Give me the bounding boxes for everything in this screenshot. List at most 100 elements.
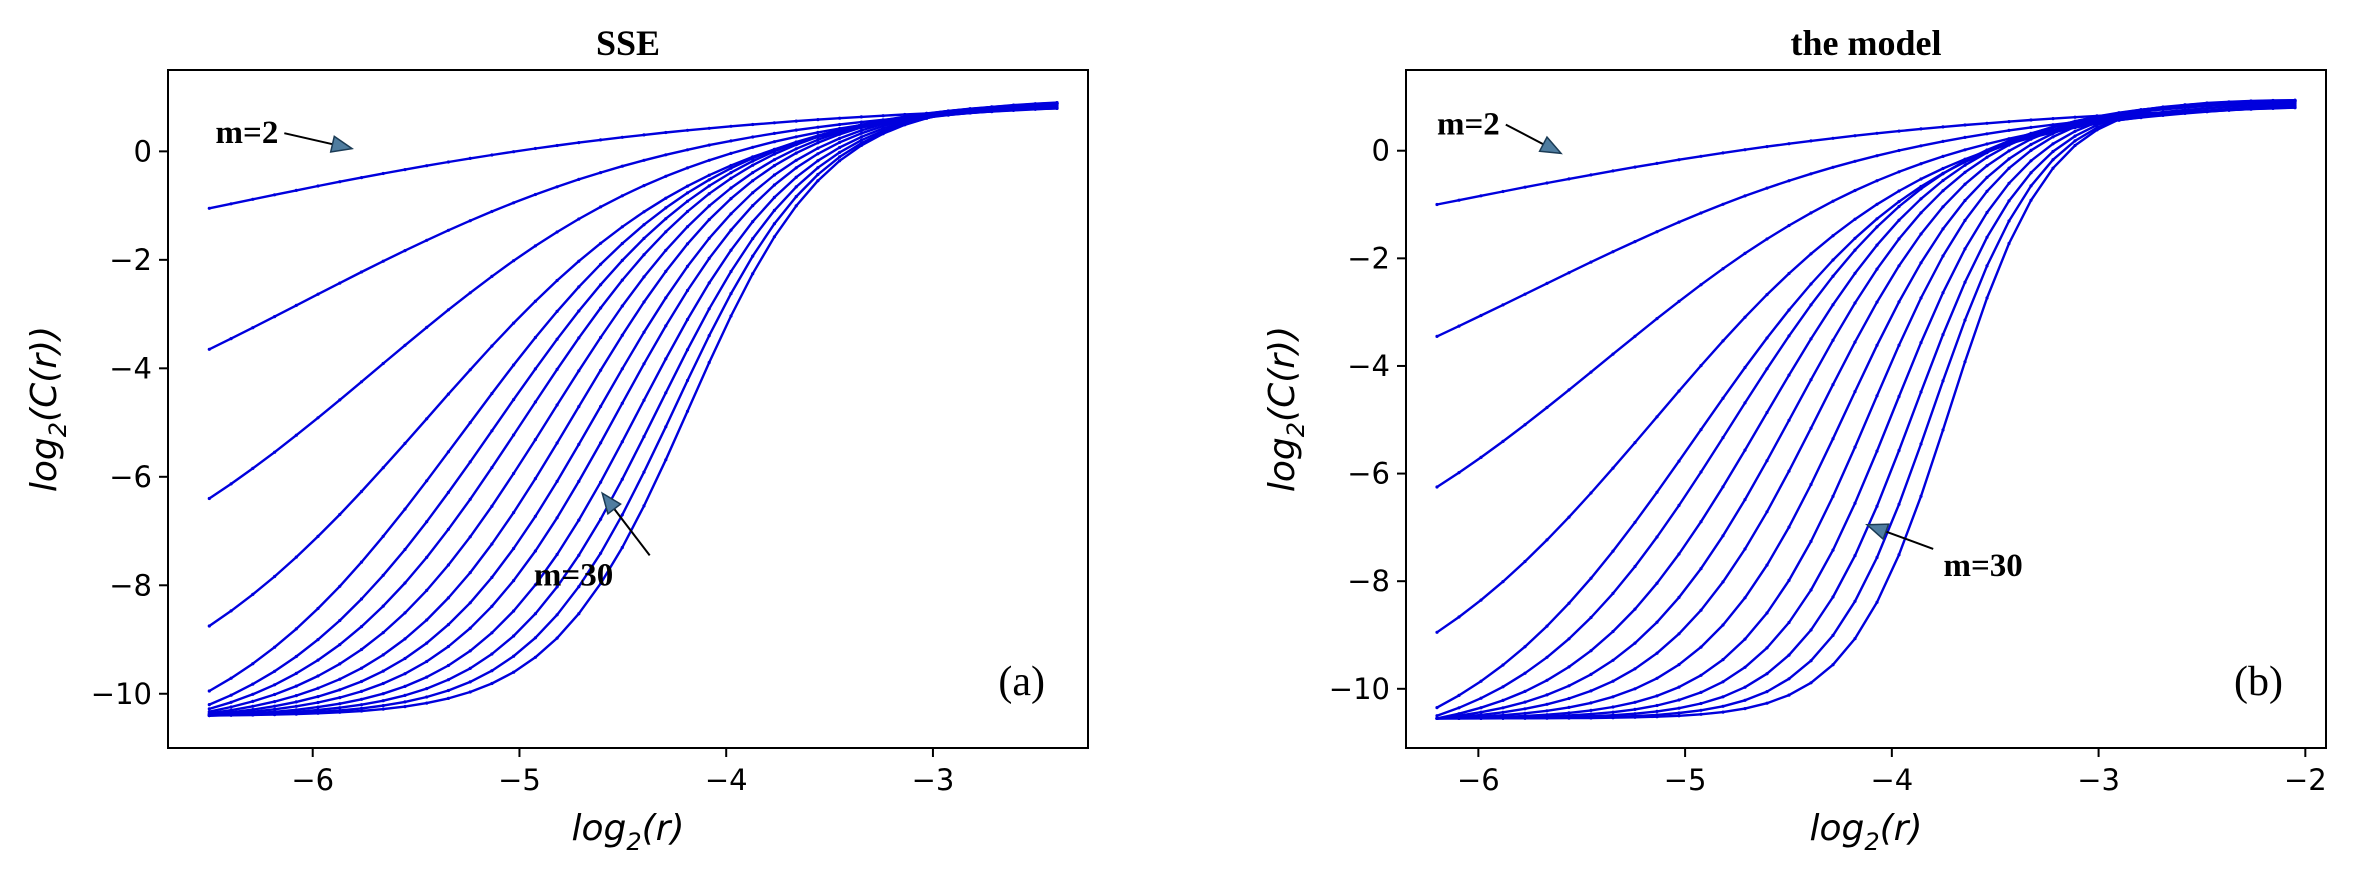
data-point-m16-24 — [1963, 170, 1967, 174]
data-point-m28-18 — [1831, 633, 1835, 638]
data-point-m2-19 — [1853, 134, 1857, 138]
data-point-m4-14 — [511, 201, 516, 205]
data-point-m30-26 — [2007, 241, 2011, 246]
series-line-m28 — [1437, 99, 2296, 720]
data-point-m14-26 — [772, 152, 777, 156]
data-point-m6-12 — [1699, 283, 1703, 287]
annotation-arrow-head — [329, 135, 354, 153]
data-point-m16-6 — [338, 662, 342, 666]
series-line-m6 — [208, 106, 1058, 500]
data-point-m26-24 — [729, 269, 733, 274]
data-point-m16-2 — [251, 699, 255, 704]
data-point-m2-5 — [316, 184, 320, 188]
data-point-m28-12 — [1699, 708, 1703, 712]
series-line-m26 — [1436, 99, 2296, 720]
data-point-m4-0 — [1435, 334, 1439, 338]
data-point-m30-19 — [1853, 637, 1857, 641]
data-point-m8-22 — [685, 184, 690, 188]
data-point-m20-9 — [1633, 687, 1637, 691]
x-tick-label: −5 — [498, 763, 541, 797]
data-point-m16-10 — [425, 588, 429, 593]
data-point-m4-0 — [207, 347, 211, 351]
data-point-m16-6 — [1567, 684, 1571, 688]
data-point-m28-13 — [490, 669, 494, 673]
data-point-m18-3 — [1501, 710, 1505, 714]
data-point-m10-14 — [511, 363, 516, 367]
data-point-m12-16 — [1787, 334, 1791, 338]
data-point-m22-8 — [381, 681, 385, 686]
data-point-m20-7 — [359, 679, 364, 684]
data-point-m4-29 — [838, 122, 842, 127]
data-point-m14-19 — [1853, 271, 1857, 275]
data-point-m8-35 — [2205, 109, 2209, 113]
data-point-m8-18 — [599, 241, 603, 245]
data-point-m14-10 — [425, 555, 429, 560]
y-tick-label: −6 — [109, 460, 152, 494]
data-point-m10-3 — [273, 645, 277, 649]
data-point-m22-20 — [1875, 394, 1879, 398]
data-point-m12-19 — [1853, 248, 1857, 252]
data-point-m12-10 — [1655, 535, 1659, 539]
data-point-m4-24 — [729, 139, 733, 143]
data-point-m24-18 — [599, 480, 603, 484]
data-point-m2-25 — [751, 122, 755, 127]
data-point-m2-18 — [1831, 136, 1835, 140]
data-point-m6-23 — [1941, 154, 1945, 158]
data-point-m30-21 — [664, 458, 668, 462]
data-point-m22-7 — [1589, 708, 1593, 713]
data-point-m10-15 — [533, 335, 538, 340]
data-point-m16-7 — [1589, 672, 1593, 677]
data-point-m6-22 — [685, 166, 690, 170]
data-point-m4-10 — [425, 238, 429, 242]
data-point-m24-18 — [1831, 548, 1835, 552]
data-point-m4-13 — [1721, 202, 1725, 206]
data-point-m18-12 — [1699, 608, 1703, 612]
data-point-m20-10 — [1655, 676, 1659, 680]
data-point-m30-22 — [1919, 494, 1923, 498]
data-point-m30-28 — [816, 179, 820, 183]
data-point-m30-32 — [903, 123, 907, 127]
data-point-m12-1 — [229, 693, 233, 697]
data-point-m26-28 — [2051, 149, 2055, 154]
data-point-m22-18 — [599, 441, 603, 445]
series-line-m16 — [1436, 100, 2296, 720]
x-axis-ticks: −6 −5 −4 −3 — [291, 748, 954, 797]
data-point-m22-19 — [1853, 445, 1857, 449]
data-point-m24-16 — [555, 552, 559, 557]
data-point-m18-27 — [2029, 137, 2033, 141]
data-point-m22-7 — [359, 689, 364, 694]
data-point-m20-3 — [273, 704, 277, 708]
data-point-m16-20 — [642, 275, 646, 279]
y-tick-label: −8 — [109, 568, 152, 602]
data-point-m14-20 — [642, 253, 646, 257]
data-point-m30-11 — [1677, 714, 1681, 718]
data-point-m24-9 — [1633, 707, 1637, 712]
data-point-m4-1 — [229, 337, 233, 341]
data-point-m14-2 — [1479, 706, 1483, 710]
data-point-m30-17 — [577, 612, 581, 616]
data-point-m2-19 — [620, 135, 624, 139]
data-point-m30-21 — [1897, 553, 1901, 557]
data-point-m26-12 — [1699, 701, 1703, 706]
data-point-m26-18 — [599, 517, 603, 521]
data-point-m8-24 — [729, 163, 733, 168]
data-point-m18-19 — [1853, 340, 1857, 344]
data-point-m18-15 — [1765, 510, 1769, 514]
plot-frame — [167, 69, 1089, 749]
data-point-m10-21 — [664, 206, 668, 210]
data-point-m26-29 — [838, 150, 842, 154]
data-point-m24-9 — [403, 684, 407, 689]
data-point-m12-17 — [1809, 303, 1813, 307]
data-point-m26-10 — [425, 687, 429, 691]
data-point-m6-27 — [794, 135, 798, 139]
data-point-m8-1 — [229, 609, 233, 613]
data-point-m4-27 — [2029, 125, 2033, 129]
data-point-m2-25 — [1985, 121, 1989, 125]
data-point-m22-24 — [729, 228, 733, 232]
data-point-m26-14 — [511, 634, 516, 638]
data-point-m8-21 — [1897, 189, 1901, 193]
data-point-m6-16 — [555, 230, 559, 234]
annotation-label: m=2 — [216, 115, 279, 151]
data-point-m4-2 — [251, 326, 255, 330]
data-point-m28-13 — [1721, 704, 1725, 708]
